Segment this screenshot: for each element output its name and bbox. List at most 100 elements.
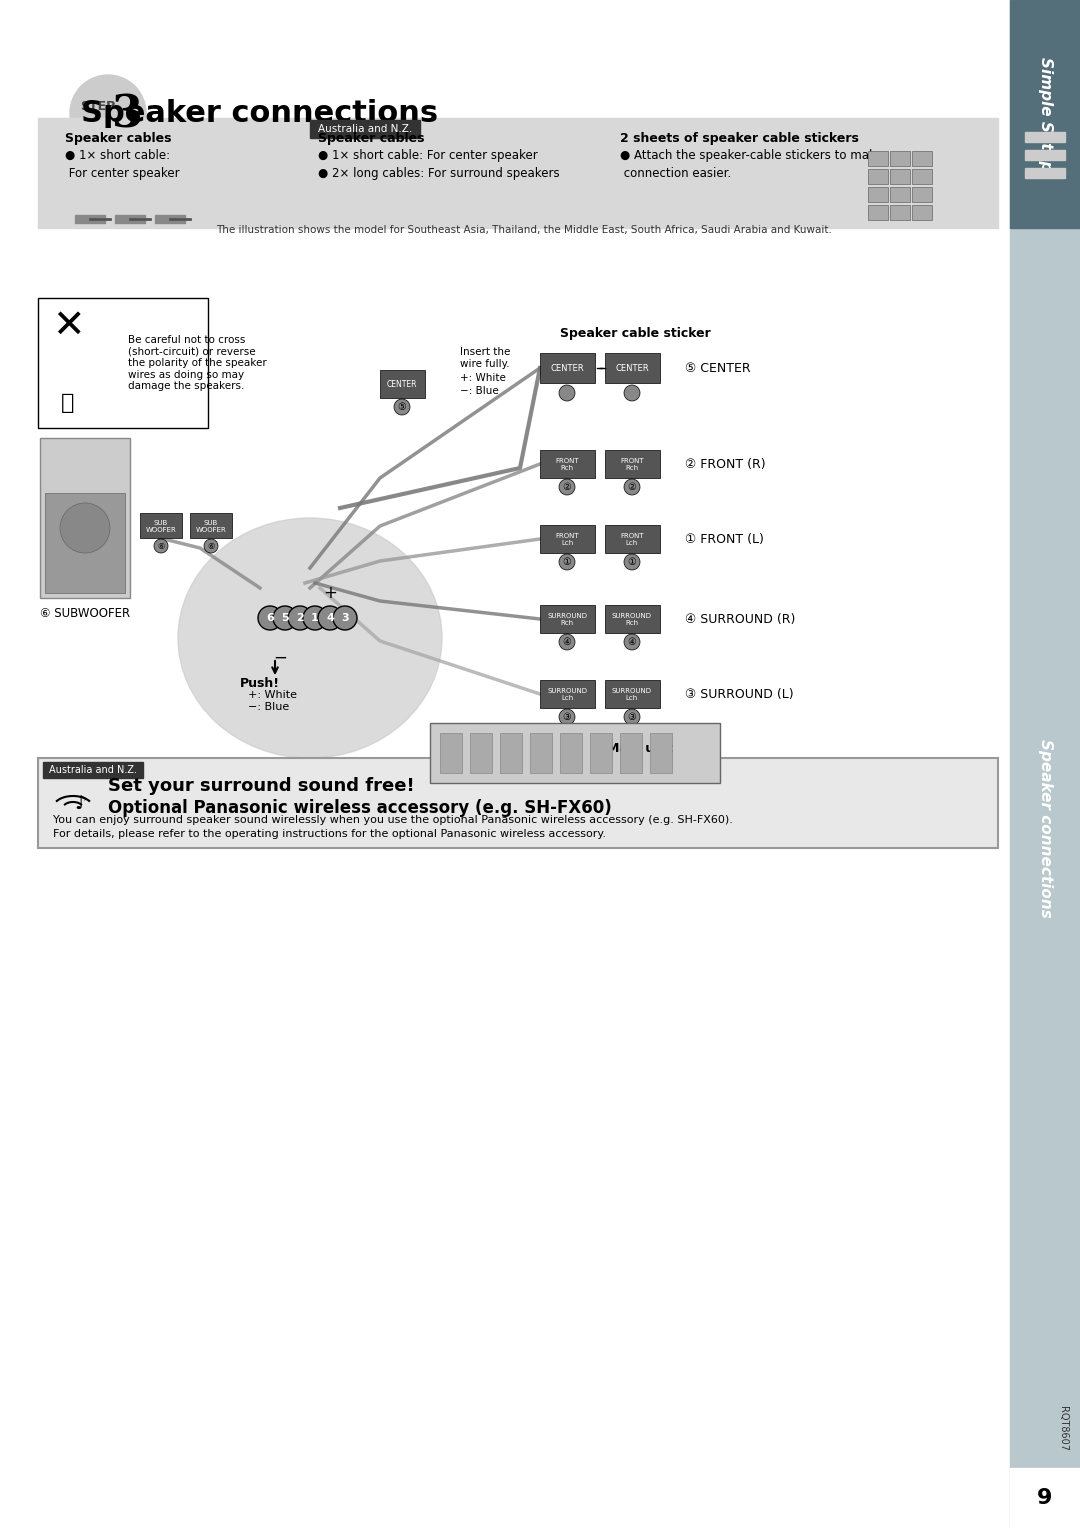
Circle shape — [288, 607, 312, 630]
Text: FRONT
Rch: FRONT Rch — [555, 457, 579, 471]
Bar — [605, 353, 660, 384]
Text: ③: ③ — [627, 712, 636, 723]
Bar — [605, 451, 660, 478]
Text: ● 2× long cables: For surround speakers: ● 2× long cables: For surround speakers — [318, 167, 559, 180]
Text: 5: 5 — [281, 613, 288, 623]
Bar — [868, 205, 888, 220]
Bar — [38, 758, 998, 848]
Text: ● Attach the speaker-cable stickers to make: ● Attach the speaker-cable stickers to m… — [620, 150, 882, 162]
Bar — [156, 215, 185, 223]
Text: ⑥ SUBWOOFER: ⑥ SUBWOOFER — [40, 607, 130, 619]
Circle shape — [559, 478, 575, 495]
Circle shape — [624, 555, 640, 570]
Text: +: White: +: White — [248, 691, 297, 700]
Circle shape — [559, 709, 575, 724]
Bar — [868, 170, 888, 183]
Text: Set your surround sound free!: Set your surround sound free! — [108, 778, 415, 795]
Circle shape — [624, 385, 640, 400]
Bar — [890, 186, 910, 202]
Text: CENTER: CENTER — [550, 364, 584, 373]
Text: Speaker cable sticker: Speaker cable sticker — [561, 327, 711, 339]
Text: ②: ② — [627, 481, 636, 492]
Text: 9: 9 — [1037, 1488, 1053, 1508]
Bar — [430, 723, 720, 782]
Circle shape — [60, 503, 110, 553]
Text: ⑤ CENTER: ⑤ CENTER — [685, 362, 751, 374]
Bar — [310, 121, 420, 138]
Bar — [912, 205, 932, 220]
Bar — [605, 605, 660, 633]
Bar — [1010, 0, 1080, 228]
Bar — [912, 170, 932, 183]
Circle shape — [70, 75, 146, 151]
Bar — [1010, 0, 1080, 1528]
Bar — [540, 353, 595, 384]
Text: ♪: ♪ — [75, 793, 87, 813]
Text: SUB
WOOFER: SUB WOOFER — [146, 520, 176, 532]
Text: ① FRONT (L): ① FRONT (L) — [685, 532, 764, 545]
Text: +: + — [323, 584, 337, 602]
Bar — [1025, 131, 1065, 142]
Text: You can enjoy surround speaker sound wirelessly when you use the optional Panaso: You can enjoy surround speaker sound wir… — [53, 814, 733, 825]
Text: connection easier.: connection easier. — [620, 167, 731, 180]
Bar — [140, 513, 183, 538]
Text: ①: ① — [627, 558, 636, 567]
Text: STEP: STEP — [80, 99, 116, 113]
Bar — [530, 733, 552, 773]
Text: −: − — [273, 649, 287, 668]
Text: 3: 3 — [111, 93, 143, 136]
Text: FRONT
Lch: FRONT Lch — [620, 532, 644, 545]
Text: ②: ② — [563, 481, 571, 492]
Text: 2 sheets of speaker cable stickers: 2 sheets of speaker cable stickers — [620, 131, 859, 145]
Text: −: Blue: −: Blue — [248, 701, 289, 712]
Bar — [890, 205, 910, 220]
Bar — [75, 215, 105, 223]
Bar — [380, 370, 426, 397]
Text: SURROUND
Lch: SURROUND Lch — [546, 688, 588, 700]
Circle shape — [273, 607, 297, 630]
Text: The illustration shows the model for Southeast Asia, Thailand, the Middle East, : The illustration shows the model for Sou… — [216, 225, 832, 235]
Text: ④ SURROUND (R): ④ SURROUND (R) — [685, 613, 795, 625]
Text: ⑤: ⑤ — [397, 402, 406, 413]
Bar — [540, 680, 595, 707]
Text: Speaker connections: Speaker connections — [1038, 738, 1053, 917]
Text: ①: ① — [563, 558, 571, 567]
Text: RQT8607: RQT8607 — [1058, 1406, 1068, 1450]
Text: Speaker connections: Speaker connections — [81, 98, 438, 127]
Circle shape — [333, 607, 357, 630]
Bar — [605, 680, 660, 707]
Bar — [114, 215, 145, 223]
Bar — [890, 151, 910, 167]
Text: CENTER: CENTER — [616, 364, 649, 373]
Bar — [650, 733, 672, 773]
Text: Speaker cables: Speaker cables — [65, 131, 172, 145]
Bar — [38, 118, 998, 228]
Text: 2: 2 — [296, 613, 303, 623]
Text: FRONT
Rch: FRONT Rch — [620, 457, 644, 471]
Text: Simple Setup: Simple Setup — [1038, 57, 1053, 171]
Text: 6: 6 — [266, 613, 274, 623]
Bar — [440, 733, 462, 773]
Text: ④: ④ — [563, 637, 571, 646]
Text: Main unit: Main unit — [607, 741, 673, 755]
Circle shape — [303, 607, 327, 630]
Bar — [561, 733, 582, 773]
Bar — [1025, 150, 1065, 160]
Text: For center speaker: For center speaker — [65, 167, 179, 180]
Bar — [540, 451, 595, 478]
Text: 1: 1 — [311, 613, 319, 623]
Circle shape — [624, 478, 640, 495]
Text: ③ SURROUND (L): ③ SURROUND (L) — [685, 688, 794, 700]
Bar — [500, 733, 522, 773]
Text: Speaker cables: Speaker cables — [318, 131, 424, 145]
Text: For details, please refer to the operating instructions for the optional Panason: For details, please refer to the operati… — [53, 830, 606, 839]
Circle shape — [624, 634, 640, 649]
Text: SURROUND
Rch: SURROUND Rch — [546, 613, 588, 625]
Text: ● 1× short cable: For center speaker: ● 1× short cable: For center speaker — [318, 150, 538, 162]
Bar — [1025, 168, 1065, 177]
Text: 3: 3 — [341, 613, 349, 623]
Bar — [40, 439, 130, 597]
Text: Australia and N.Z.: Australia and N.Z. — [318, 124, 413, 134]
Bar — [1010, 1468, 1080, 1528]
Text: ⑥: ⑥ — [207, 541, 215, 550]
